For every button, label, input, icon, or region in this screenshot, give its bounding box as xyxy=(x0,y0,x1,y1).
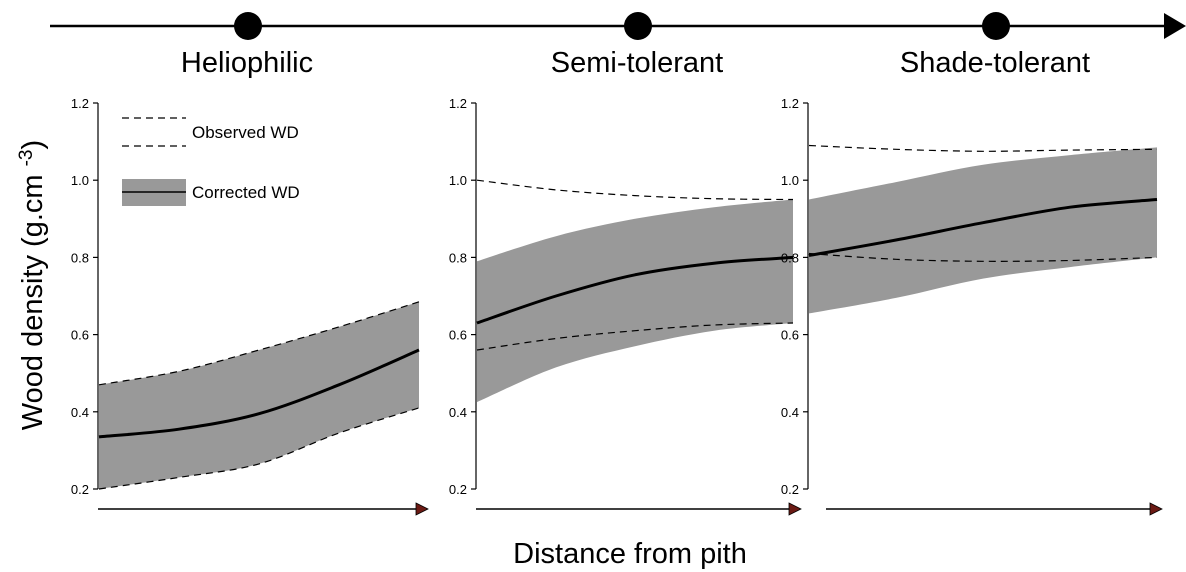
gradient-marker-heliophilic xyxy=(234,12,262,40)
corrected-layer xyxy=(808,198,1158,257)
y-tick-label: 0.8 xyxy=(781,250,799,265)
y-tick-label: 1.2 xyxy=(449,96,467,111)
corrected-band xyxy=(99,301,419,489)
y-axis-title-superscript: -3 xyxy=(16,149,37,166)
band-layer xyxy=(99,301,419,489)
y-axis-title-suffix: ) xyxy=(17,140,49,150)
y-tick-label: 1.2 xyxy=(71,96,89,111)
corrected-layer xyxy=(98,348,420,439)
gradient-marker-shade-tolerant xyxy=(982,12,1010,40)
x-axis-arrow xyxy=(98,502,429,516)
y-tick-label: 0.6 xyxy=(781,328,799,343)
y-tick-label: 0.2 xyxy=(781,482,799,497)
x-arrow-head xyxy=(788,502,802,516)
x-axis-title: Distance from pith xyxy=(513,538,747,570)
observed-layer xyxy=(476,179,794,351)
panel-title: Semi-tolerant xyxy=(551,47,723,79)
observed-lower-line xyxy=(98,407,420,490)
panel-title: Heliophilic xyxy=(181,47,313,79)
y-tick-label: 0.6 xyxy=(71,328,89,343)
observed-upper-line xyxy=(98,301,420,386)
panel-semi-tolerant: Semi-tolerant 0.2 0.4 0.6 0.8 1.0 1.2 xyxy=(449,47,802,516)
x-axis-arrow xyxy=(476,502,802,516)
legend-observed-label: Observed WD xyxy=(192,123,299,142)
x-axis-arrow xyxy=(826,502,1163,516)
y-tick-label: 1.2 xyxy=(781,96,799,111)
observed-lower-line xyxy=(808,252,1158,262)
y-axis-title: Wood density (g.cm -3) xyxy=(16,140,50,430)
panel-heliophilic: Heliophilic 0.2 0.4 0.6 0.8 1.0 1.2 xyxy=(71,47,429,516)
gradient-marker-semi-tolerant xyxy=(624,12,652,40)
y-tick-label: 0.4 xyxy=(781,405,799,420)
observed-upper-line xyxy=(476,179,794,201)
y-axis: 0.2 0.4 0.6 0.8 1.0 1.2 xyxy=(71,96,99,497)
x-arrow-head xyxy=(415,502,429,516)
x-arrow-head xyxy=(1149,502,1163,516)
band-layer xyxy=(809,147,1157,314)
legend: Observed WD Corrected WD xyxy=(122,117,300,206)
y-tick-label: 0.2 xyxy=(449,482,467,497)
y-axis: 0.2 0.4 0.6 0.8 1.0 1.2 xyxy=(781,96,809,497)
corrected-line xyxy=(476,255,794,325)
y-tick-label: 1.0 xyxy=(71,173,89,188)
gradient-arrow-head xyxy=(1164,13,1186,39)
observed-upper-line xyxy=(808,144,1158,152)
corrected-line xyxy=(808,198,1158,257)
corrected-line xyxy=(98,348,420,439)
legend-corrected-label: Corrected WD xyxy=(192,183,300,202)
corrected-band xyxy=(477,199,793,403)
corrected-band xyxy=(809,147,1157,314)
panel-shade-tolerant: Shade-tolerant 0.2 0.4 0.6 0.8 1.0 1.2 xyxy=(781,47,1163,516)
panel-title: Shade-tolerant xyxy=(900,47,1090,79)
y-tick-label: 0.2 xyxy=(71,482,89,497)
observed-layer xyxy=(808,144,1158,262)
y-tick-label: 0.4 xyxy=(71,405,89,420)
corrected-layer xyxy=(476,255,794,325)
observed-lower-line xyxy=(476,322,794,351)
y-axis: 0.2 0.4 0.6 0.8 1.0 1.2 xyxy=(449,96,477,497)
band-layer xyxy=(477,199,793,403)
y-tick-label: 0.6 xyxy=(449,328,467,343)
y-tick-label: 0.8 xyxy=(71,250,89,265)
y-tick-label: 1.0 xyxy=(781,173,799,188)
y-axis-title-text: Wood density (g.cm xyxy=(17,174,49,430)
y-tick-label: 0.8 xyxy=(449,250,467,265)
observed-layer xyxy=(98,301,420,490)
shade-tolerance-gradient-arrow xyxy=(50,12,1186,40)
y-tick-label: 0.4 xyxy=(449,405,467,420)
y-tick-label: 1.0 xyxy=(449,173,467,188)
